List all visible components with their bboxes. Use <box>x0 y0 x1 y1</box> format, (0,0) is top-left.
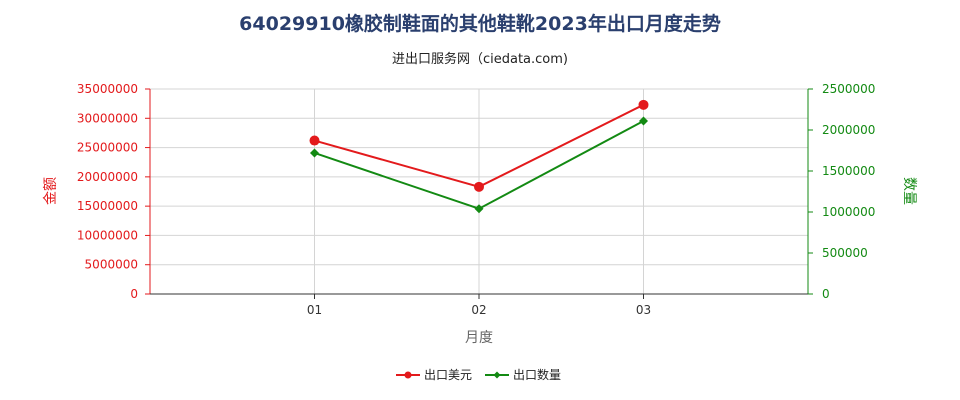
right-tick-label: 500000 <box>822 246 868 260</box>
data-point <box>474 204 484 214</box>
left-tick-label: 20000000 <box>77 170 138 184</box>
legend-label: 出口美元 <box>424 368 472 382</box>
left-tick-label: 10000000 <box>77 228 138 242</box>
legend-label: 出口数量 <box>513 367 561 382</box>
left-tick-label: 30000000 <box>77 111 138 125</box>
left-tick-label: 0 <box>130 287 138 301</box>
data-point <box>639 116 648 126</box>
x-tick-label: 03 <box>636 303 651 317</box>
x-axis-label: 月度 <box>465 330 493 346</box>
legend-marker <box>404 371 412 379</box>
chart-subtitle: 进出口服务网（ciedata.com) <box>391 52 568 67</box>
left-tick-label: 35000000 <box>77 82 138 96</box>
series-layer <box>309 99 649 214</box>
left-axis-label: 金额 <box>43 177 59 205</box>
x-tick-label: 01 <box>307 303 322 317</box>
right-tick-label: 1000000 <box>822 205 875 219</box>
right-tick-label: 2500000 <box>822 82 875 96</box>
data-point <box>310 148 319 158</box>
right-tick-label: 1500000 <box>822 164 875 178</box>
x-tick-label: 02 <box>471 303 486 317</box>
left-tick-label: 25000000 <box>77 141 138 155</box>
right-axis-label: 数量 <box>901 177 917 205</box>
data-point <box>309 135 320 146</box>
left-axis-ticks: 0 5000000 10000000 15000000 20000000 25000000… <box>77 82 150 301</box>
right-tick-label: 0 <box>822 287 830 301</box>
legend-marker <box>493 371 501 379</box>
chart-title: 64029910橡胶制鞋面的其他鞋靴2023年出口月度走势 <box>239 13 721 35</box>
data-point <box>638 99 649 110</box>
data-point <box>474 181 484 192</box>
legend: 出口美元 出口数量 <box>396 367 561 382</box>
left-tick-label: 5000000 <box>85 258 138 272</box>
x-axis-ticks: 01 02 03 <box>307 294 651 317</box>
right-tick-label: 2000000 <box>822 123 875 137</box>
right-axis-ticks: 0 500000 1000000 1500000 2000000 2500000 <box>808 82 875 301</box>
left-tick-label: 15000000 <box>77 199 138 213</box>
